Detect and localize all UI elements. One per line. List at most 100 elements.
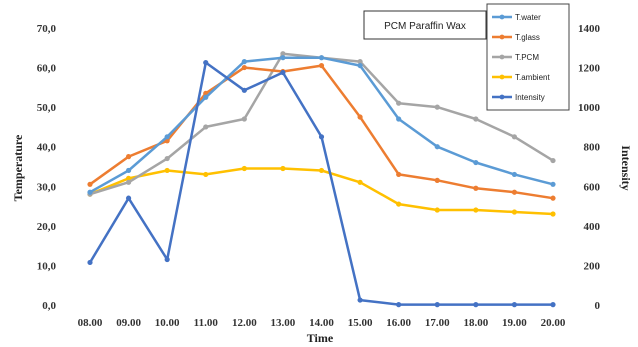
series-t-glass (87, 62, 556, 201)
y2-axis-title: Intensity (619, 145, 633, 190)
legend-marker (499, 54, 505, 60)
x-tick-label: 16.00 (386, 317, 411, 329)
data-point (434, 302, 440, 308)
data-point (396, 302, 402, 308)
x-tick-label: 11.00 (194, 317, 219, 329)
x-tick-label: 13.00 (271, 317, 296, 329)
data-point (164, 155, 170, 162)
right-y-tick-labels: 0 200 400 600 800 1000 1200 1400 (578, 23, 601, 312)
y-tick-label: 30,0 (37, 181, 57, 193)
series-line (89, 64, 554, 200)
x-tick-label: 10.00 (155, 317, 180, 329)
data-point (203, 124, 209, 130)
legend-label: T.water (515, 13, 541, 22)
legend-label: T.PCM (515, 53, 539, 62)
data-point (396, 116, 402, 122)
y2-tick-label: 1400 (578, 23, 601, 35)
x-tick-label: 15.00 (348, 317, 373, 329)
y-tick-label: 50,0 (37, 102, 57, 114)
data-point (550, 181, 556, 187)
data-point (318, 55, 325, 61)
data-point (473, 159, 479, 166)
legend-marker (499, 94, 505, 100)
data-point (318, 167, 325, 174)
data-point (357, 114, 363, 120)
data-point (357, 297, 363, 303)
data-point (357, 62, 363, 69)
data-point (357, 59, 363, 65)
series-t-pcm (87, 51, 556, 197)
data-point (87, 181, 93, 187)
data-point (434, 104, 440, 110)
legend-marker (499, 74, 505, 80)
data-point (511, 189, 518, 195)
data-point (164, 134, 170, 140)
x-tick-label: 18.00 (463, 317, 488, 329)
data-point (473, 185, 479, 191)
legend-item-t-glass: T.glass (492, 33, 540, 42)
y2-tick-label: 600 (584, 181, 601, 193)
data-point (280, 55, 286, 61)
legend: T.water T.glass T.PCM T.ambient Intensity (486, 3, 570, 111)
data-point (203, 60, 209, 66)
data-point (473, 207, 479, 213)
data-point (434, 144, 440, 150)
data-point (280, 51, 286, 57)
data-point (318, 62, 325, 69)
data-point (511, 171, 518, 178)
data-point (550, 195, 556, 201)
data-point (241, 116, 247, 122)
series-t-ambient (87, 165, 556, 217)
x-tick-label: 09.00 (116, 317, 141, 329)
y2-tick-label: 200 (584, 260, 601, 272)
data-point (511, 302, 518, 308)
data-point (125, 167, 132, 174)
data-point (164, 256, 170, 263)
data-point (125, 154, 132, 160)
legend-item-t-ambient: T.ambient (492, 73, 550, 82)
y2-tick-label: 1000 (578, 102, 601, 114)
legend-item-t-water: T.water (492, 13, 541, 22)
y-axis-title: Temperature (11, 134, 25, 201)
data-point (396, 201, 402, 207)
data-point (203, 171, 209, 178)
y-tick-label: 70,0 (37, 23, 57, 35)
chart-title: PCM Paraffin Wax (384, 21, 466, 32)
x-tick-label: 17.00 (425, 317, 450, 329)
data-point (203, 94, 209, 100)
data-point (550, 302, 556, 308)
chart-title-box: PCM Paraffin Wax (363, 10, 487, 40)
y-tick-label: 10,0 (37, 260, 57, 272)
data-point (357, 179, 363, 185)
x-tick-label: 12.00 (232, 317, 257, 329)
data-point (396, 171, 402, 178)
data-point (241, 64, 247, 71)
legend-marker (499, 34, 505, 40)
x-tick-label: 19.00 (502, 317, 527, 329)
data-point (280, 69, 286, 76)
data-point (164, 167, 170, 174)
legend-item-intensity: Intensity (492, 93, 545, 102)
y-tick-label: 20,0 (37, 221, 57, 233)
legend-marker (499, 14, 505, 20)
data-point (87, 189, 93, 195)
data-point (125, 195, 132, 201)
data-point (87, 259, 93, 266)
data-point (434, 177, 440, 183)
data-point (125, 175, 132, 181)
data-point (473, 116, 479, 122)
data-point (241, 87, 247, 93)
x-tick-label: 14.00 (309, 317, 334, 329)
y-tick-label: 0,0 (42, 300, 56, 312)
data-point (318, 134, 325, 140)
data-point (396, 100, 402, 106)
legend-item-t-pcm: T.PCM (492, 53, 539, 62)
x-tick-label: 20.00 (541, 317, 566, 329)
data-point (550, 157, 556, 164)
data-point (511, 134, 518, 140)
data-point (241, 165, 247, 172)
legend-label: Intensity (515, 93, 545, 102)
y-tick-label: 40,0 (37, 142, 57, 154)
y2-tick-label: 400 (584, 221, 601, 233)
